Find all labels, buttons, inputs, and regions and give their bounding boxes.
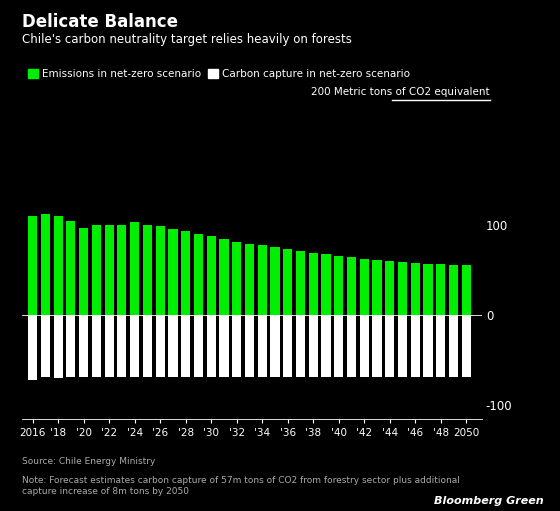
Bar <box>130 222 139 315</box>
Bar <box>169 229 178 315</box>
Bar <box>66 221 76 315</box>
Bar <box>449 315 458 377</box>
Bar <box>117 315 127 377</box>
Bar <box>258 315 267 377</box>
Bar <box>92 315 101 377</box>
Bar <box>143 315 152 377</box>
Bar <box>245 315 254 377</box>
Bar <box>181 315 190 377</box>
Bar <box>270 247 279 315</box>
Text: Delicate Balance: Delicate Balance <box>22 13 179 31</box>
Bar <box>28 315 37 380</box>
Bar <box>321 315 330 377</box>
Bar <box>334 257 343 315</box>
Bar <box>270 315 279 377</box>
Bar <box>79 315 88 377</box>
Bar <box>41 214 50 315</box>
Bar <box>28 216 37 315</box>
Bar <box>398 262 407 315</box>
Bar <box>194 234 203 315</box>
Bar <box>360 315 369 377</box>
Bar <box>296 315 305 377</box>
Bar <box>347 315 356 377</box>
Bar <box>436 315 445 377</box>
Legend: Emissions in net-zero scenario, Carbon capture in net-zero scenario: Emissions in net-zero scenario, Carbon c… <box>27 69 410 79</box>
Bar <box>385 261 394 315</box>
Bar <box>220 315 228 377</box>
Bar <box>385 315 394 377</box>
Bar <box>181 231 190 315</box>
Bar <box>283 249 292 315</box>
Bar <box>92 225 101 315</box>
Bar <box>245 244 254 315</box>
Bar <box>398 315 407 377</box>
Bar <box>461 315 471 377</box>
Bar <box>79 228 88 315</box>
Bar <box>232 315 241 377</box>
Bar <box>66 315 76 377</box>
Bar <box>207 315 216 377</box>
Bar <box>423 315 433 377</box>
Text: Bloomberg Green: Bloomberg Green <box>433 496 543 506</box>
Bar <box>436 264 445 315</box>
Bar <box>156 226 165 315</box>
Bar <box>283 315 292 377</box>
Text: Source: Chile Energy Ministry: Source: Chile Energy Ministry <box>22 457 156 467</box>
Bar <box>194 315 203 377</box>
Bar <box>169 315 178 377</box>
Bar <box>220 239 228 315</box>
Bar <box>321 254 330 315</box>
Bar <box>117 225 127 315</box>
Bar <box>143 225 152 315</box>
Bar <box>449 265 458 315</box>
Bar <box>258 245 267 315</box>
Bar <box>347 257 356 315</box>
Bar <box>309 315 318 377</box>
Bar <box>372 315 381 377</box>
Bar <box>309 252 318 315</box>
Bar <box>54 216 63 315</box>
Bar <box>360 259 369 315</box>
Bar <box>410 263 420 315</box>
Text: Note: Forecast estimates carbon capture of 57m tons of CO2 from forestry sector : Note: Forecast estimates carbon capture … <box>22 476 460 496</box>
Bar <box>334 315 343 377</box>
Bar <box>461 265 471 315</box>
Text: Chile's carbon neutrality target relies heavily on forests: Chile's carbon neutrality target relies … <box>22 33 352 46</box>
Bar <box>41 315 50 377</box>
Bar <box>423 264 433 315</box>
Bar <box>130 315 139 377</box>
Bar <box>232 242 241 315</box>
Bar <box>207 237 216 315</box>
Text: 200 Metric tons of CO2 equivalent: 200 Metric tons of CO2 equivalent <box>311 87 490 97</box>
Bar <box>372 260 381 315</box>
Bar <box>410 315 420 377</box>
Bar <box>296 251 305 315</box>
Bar <box>156 315 165 377</box>
Bar <box>105 225 114 315</box>
Bar <box>54 315 63 378</box>
Bar <box>105 315 114 377</box>
